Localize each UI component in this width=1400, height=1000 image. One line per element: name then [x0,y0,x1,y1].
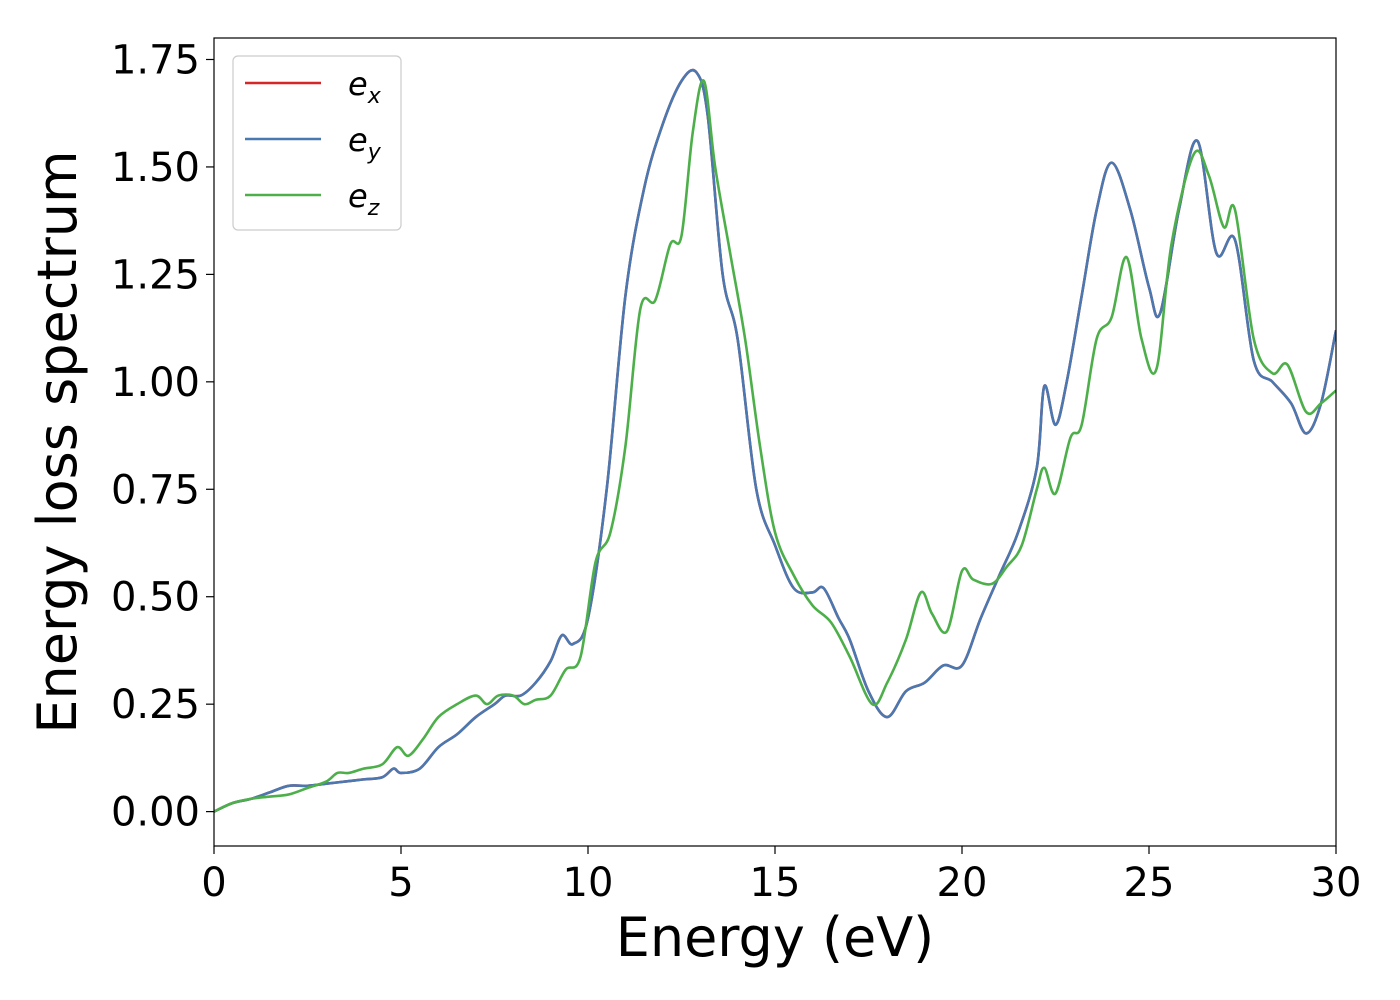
y-axis-title: Energy loss spectrum [26,150,89,733]
x-axis-title: Energy (eV) [616,906,935,969]
series-line-e-y [214,68,1336,813]
x-tick-label: 15 [750,860,801,906]
y-axis: 0.00 0.25 0.50 0.75 1.00 1.25 1.50 1.75 [111,37,214,836]
legend: ex ey ez [232,55,402,231]
y-tick-label: 1.25 [111,252,200,298]
legend-label: ez [348,177,380,221]
x-tick-label: 5 [388,860,413,906]
series-layer [214,68,1336,813]
x-tick-label: 30 [1311,860,1362,906]
legend-box [232,55,402,231]
x-axis: 0 5 10 15 20 25 30 [201,846,1361,906]
x-tick-label: 0 [201,860,226,906]
y-tick-label: 0.00 [111,790,200,836]
y-tick-label: 1.00 [111,360,200,406]
x-tick-label: 20 [937,860,988,906]
legend-label: ey [348,121,382,165]
y-tick-label: 1.50 [111,145,200,191]
x-tick-label: 25 [1124,860,1175,906]
legend-label: ex [348,65,382,109]
y-tick-label: 0.25 [111,682,200,728]
x-tick-label: 10 [563,860,614,906]
y-tick-label: 0.50 [111,575,200,621]
y-tick-label: 0.75 [111,467,200,513]
series-line-e-z [214,79,1336,813]
y-tick-label: 1.75 [111,37,200,83]
